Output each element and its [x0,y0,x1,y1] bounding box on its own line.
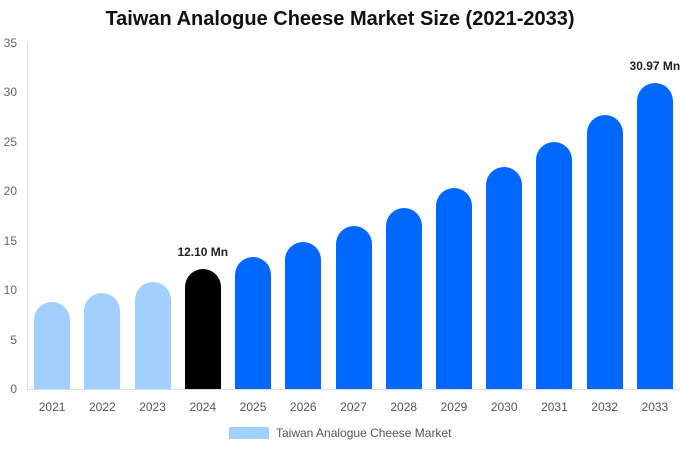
bar-2022[interactable] [84,293,121,389]
y-tick-label: 15 [3,233,17,248]
x-tick-label: 2031 [541,400,568,414]
bar-2023[interactable] [134,282,171,389]
chart-title: Taiwan Analogue Cheese Market Size (2021… [105,8,575,30]
x-tick-label: 2027 [340,400,367,414]
x-tick-label: 2025 [239,400,267,414]
x-tick-label: 2026 [289,400,317,414]
bar-2026[interactable] [285,241,322,389]
bar-2031[interactable] [536,141,573,389]
y-tick-label: 35 [3,36,17,50]
y-tick-label: 0 [10,382,17,396]
data-label-2033: 30.97 Mn [629,58,680,73]
bar-2030[interactable] [486,166,523,389]
x-axis-line [27,389,680,390]
bar-2032[interactable] [586,115,623,389]
bar-2027[interactable] [335,225,372,389]
y-tick-label: 10 [3,283,17,298]
legend[interactable]: Taiwan Analogue Cheese Market [229,426,451,440]
y-tick-label: 25 [3,134,17,149]
x-tick-label: 2022 [88,400,116,414]
bar-2033[interactable] [636,82,673,389]
data-label-2024: 12.10 Mn [177,245,229,260]
x-tick-label: 2029 [440,400,468,414]
plot-area [27,43,680,389]
x-tick-label: 2028 [390,400,418,414]
bar-2028[interactable] [385,208,422,389]
y-axis-line [27,43,28,389]
x-tick-label: 2030 [490,400,518,414]
bar-2029[interactable] [435,188,472,389]
legend-label: Taiwan Analogue Cheese Market [276,426,452,440]
y-tick-label: 30 [3,85,17,100]
bar-2021[interactable] [34,302,71,389]
x-tick-label: 2024 [189,400,217,414]
x-tick-label: 2021 [38,400,66,414]
x-tick-label: 2033 [641,400,669,414]
bar-2025[interactable] [235,256,272,389]
y-tick-label: 5 [10,332,17,347]
x-tick-label: 2032 [591,400,618,414]
legend-swatch [229,427,269,439]
x-tick-label: 2023 [139,400,166,414]
bar-2024[interactable] [184,269,221,389]
y-tick-label: 20 [3,184,17,199]
